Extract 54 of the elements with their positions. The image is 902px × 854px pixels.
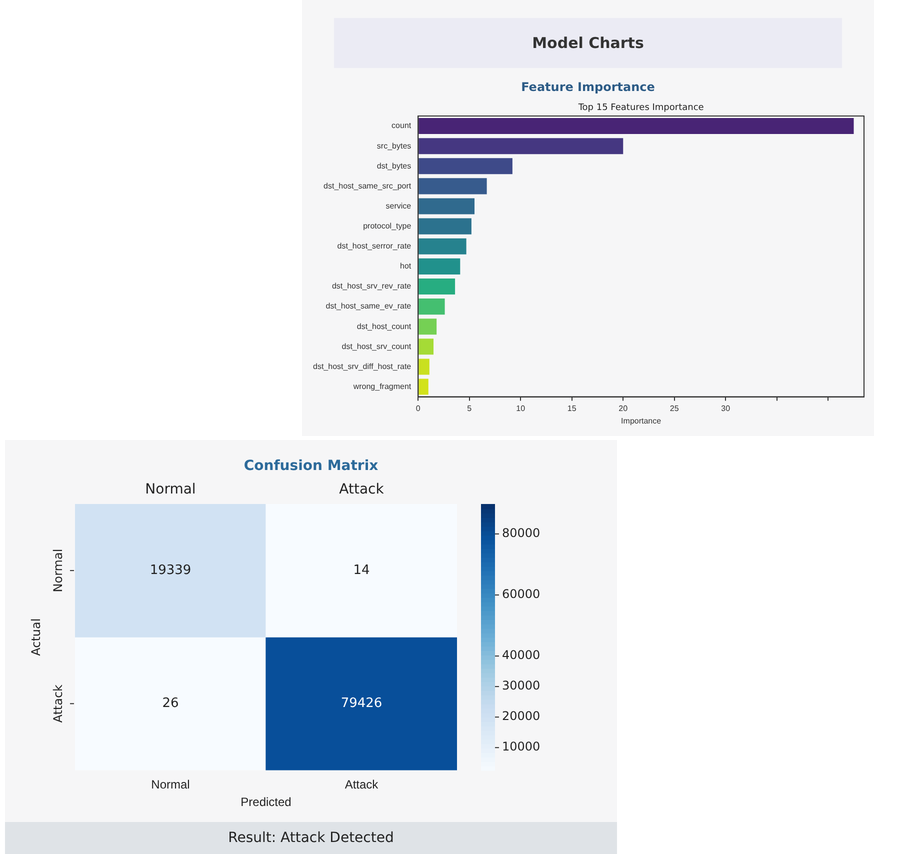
y-tick-label: wrong_fragment bbox=[352, 382, 412, 391]
x-tick-label: 20 bbox=[618, 404, 628, 413]
bar bbox=[418, 118, 854, 134]
color-bar-label: 40000 bbox=[502, 648, 540, 662]
bar bbox=[418, 178, 487, 194]
bar bbox=[418, 138, 624, 154]
x-tick-label: 10 bbox=[516, 404, 526, 413]
y-tick-label: protocol_type bbox=[363, 222, 412, 231]
bar bbox=[418, 278, 456, 295]
x-tick-label: 15 bbox=[567, 404, 577, 413]
y-tick-label: dst_host_same_src_port bbox=[324, 181, 412, 190]
bar bbox=[418, 318, 437, 335]
x-tick-label: 5 bbox=[467, 404, 472, 413]
data-label: 79426 bbox=[340, 696, 382, 712]
data-label: 26 bbox=[162, 696, 179, 712]
data-label: 14 bbox=[353, 562, 370, 578]
bar bbox=[418, 338, 434, 355]
y-tick-label: dst_host_srv_rev_rate bbox=[332, 282, 412, 291]
color-bar-label: 60000 bbox=[502, 587, 540, 602]
x-tick-label: 0 bbox=[416, 404, 421, 413]
y-tick-label: dst_host_count bbox=[356, 322, 412, 331]
bar bbox=[418, 238, 466, 254]
color-bar-label: 20000 bbox=[502, 709, 540, 724]
bar bbox=[418, 198, 475, 214]
x-axis-title: Importance bbox=[621, 416, 662, 426]
chart-title: Confusion Matrix bbox=[242, 458, 380, 474]
y-tick-label: dst_host_serror_rate bbox=[337, 242, 412, 251]
x-tick-label: 30 bbox=[721, 404, 731, 413]
color-bar-label: 30000 bbox=[502, 678, 540, 693]
y-tick-label: dst_host_srv_count bbox=[342, 342, 412, 351]
text: Model Charts bbox=[334, 18, 842, 68]
y-tick-label: dst_host_same_ev_rate bbox=[326, 302, 412, 311]
bar bbox=[418, 258, 460, 274]
data-label: 19339 bbox=[150, 562, 192, 578]
bar bbox=[418, 218, 472, 234]
category-label: Normal bbox=[151, 778, 190, 792]
y-tick-label: dst_host_srv_diff_host_rate bbox=[312, 362, 412, 371]
bar bbox=[418, 298, 445, 315]
y-tick-label: service bbox=[386, 201, 412, 210]
y-tick-label: src_bytes bbox=[376, 141, 412, 150]
bar bbox=[418, 378, 428, 395]
y-axis-title: Actual bbox=[29, 618, 44, 656]
chart-title: Feature Importance bbox=[520, 80, 656, 94]
x-axis-title: Predicted bbox=[240, 795, 292, 810]
bar bbox=[418, 358, 430, 375]
text: Result: Attack Detected bbox=[5, 822, 617, 854]
color-bar-label: 80000 bbox=[502, 526, 540, 540]
chart-subtitle: Top 15 Features Importance bbox=[577, 103, 704, 113]
x-tick-label: 25 bbox=[670, 404, 680, 413]
color-bar-label: 10000 bbox=[502, 740, 540, 754]
y-tick-label: count bbox=[392, 121, 412, 130]
y-tick-label: hot bbox=[400, 262, 412, 271]
bar bbox=[418, 158, 512, 174]
y-tick-label: dst_bytes bbox=[376, 161, 412, 170]
